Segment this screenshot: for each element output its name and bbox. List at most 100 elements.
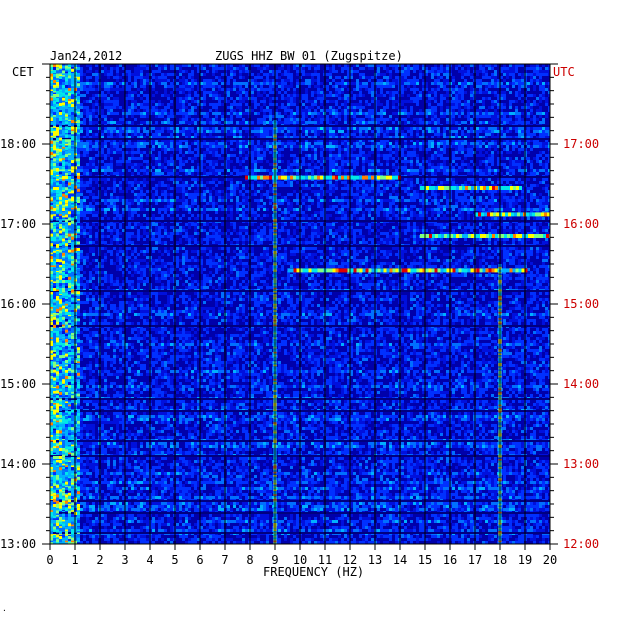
heat-cell [263, 109, 266, 112]
heat-cell [233, 139, 236, 142]
heat-cell [434, 169, 437, 172]
heat-cell [395, 112, 398, 115]
heat-cell [545, 88, 548, 91]
heat-cell [290, 139, 293, 142]
heat-cell [86, 100, 89, 103]
heat-cell [239, 145, 242, 148]
heat-cell [104, 145, 107, 148]
heat-cell [122, 79, 125, 82]
heat-cell [317, 160, 320, 163]
heat-cell [425, 82, 428, 85]
heat-cell [464, 148, 467, 151]
heat-cell [176, 145, 179, 148]
heat-cell [164, 148, 167, 151]
heat-cell [521, 94, 524, 97]
heat-cell [506, 172, 509, 175]
heat-cell [539, 145, 542, 148]
heat-cell [500, 181, 503, 184]
heat-cell [170, 109, 173, 112]
heat-cell [170, 178, 173, 181]
heat-cell [59, 97, 62, 100]
heat-cell [254, 160, 257, 163]
heat-cell [275, 109, 278, 112]
heat-cell [395, 106, 398, 109]
heat-cell [269, 73, 272, 76]
heat-cell [503, 64, 506, 67]
heat-cell [290, 103, 293, 106]
heat-cell [332, 133, 335, 136]
heat-cell [461, 160, 464, 163]
heat-cell [134, 82, 137, 85]
heat-cell [269, 133, 272, 136]
heat-cell [128, 112, 131, 115]
heat-cell [218, 142, 221, 145]
heat-cell [71, 157, 74, 160]
heat-cell [59, 178, 62, 181]
heat-cell [407, 193, 410, 196]
heat-cell [425, 169, 428, 172]
heat-cell [71, 73, 74, 76]
heat-cell [161, 121, 164, 124]
heat-cell [305, 130, 308, 133]
heat-cell [218, 67, 221, 70]
heat-cell [362, 82, 365, 85]
heat-cell [53, 112, 56, 115]
heat-cell [509, 112, 512, 115]
heat-cell [329, 112, 332, 115]
heat-cell [269, 118, 272, 121]
heat-cell [350, 70, 353, 73]
heat-cell [134, 142, 137, 145]
heat-cell [293, 118, 296, 121]
heat-cell [515, 163, 518, 166]
heat-cell [461, 145, 464, 148]
heat-cell [368, 166, 371, 169]
heat-cell [62, 106, 65, 109]
heat-cell [512, 136, 515, 139]
heat-cell [467, 178, 470, 181]
heat-cell [128, 136, 131, 139]
heat-cell [530, 112, 533, 115]
heat-cell [419, 166, 422, 169]
heat-cell [455, 190, 458, 193]
heat-cell [332, 118, 335, 121]
heat-cell [221, 169, 224, 172]
heat-cell [134, 187, 137, 190]
heat-cell [404, 100, 407, 103]
heat-cell [227, 160, 230, 163]
heat-cell [62, 64, 65, 67]
heat-cell [392, 67, 395, 70]
heat-cell [533, 103, 536, 106]
heat-cell [512, 70, 515, 73]
heat-cell [203, 154, 206, 157]
heat-cell [131, 97, 134, 100]
heat-cell [356, 82, 359, 85]
heat-cell [176, 139, 179, 142]
heat-cell [314, 70, 317, 73]
heat-cell [281, 73, 284, 76]
heat-cell [140, 67, 143, 70]
heat-cell [266, 88, 269, 91]
heat-cell [161, 145, 164, 148]
heat-cell [176, 64, 179, 67]
heat-cell [308, 121, 311, 124]
heat-cell [413, 100, 416, 103]
heat-cell [179, 187, 182, 190]
heat-cell [95, 133, 98, 136]
heat-cell [404, 88, 407, 91]
heat-cell [182, 82, 185, 85]
heat-cell [428, 169, 431, 172]
heat-cell [131, 127, 134, 130]
heat-cell [218, 121, 221, 124]
heat-cell [470, 64, 473, 67]
heat-cell [356, 181, 359, 184]
heat-cell [509, 166, 512, 169]
heat-cell [278, 157, 281, 160]
heat-cell [284, 97, 287, 100]
heat-cell [161, 172, 164, 175]
heat-cell [236, 130, 239, 133]
heat-cell [65, 130, 68, 133]
heat-cell [383, 106, 386, 109]
heat-cell [476, 148, 479, 151]
heat-cell [461, 91, 464, 94]
heat-cell [155, 133, 158, 136]
